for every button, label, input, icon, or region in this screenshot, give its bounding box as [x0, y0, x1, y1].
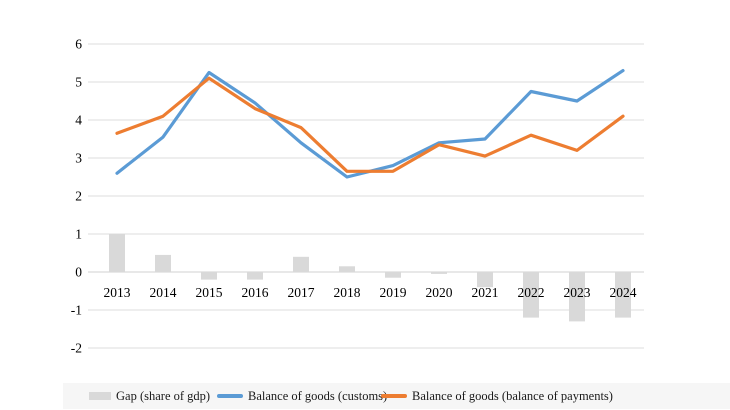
y-axis-tick-label: 5: [75, 75, 82, 90]
x-axis-year-label: 2023: [564, 285, 591, 300]
legend-item-customs: Balance of goods (customs): [217, 383, 387, 409]
legend-label-bop: Balance of goods (balance of payments): [412, 388, 613, 403]
gap-bar: [247, 272, 263, 280]
gap-bar: [431, 272, 447, 274]
y-axis-tick-label: -2: [71, 341, 82, 356]
legend-item-gap: Gap (share of gdp): [89, 383, 210, 409]
x-axis-year-label: 2018: [334, 285, 361, 300]
legend-label-customs: Balance of goods (customs): [248, 388, 388, 403]
gap-bar: [293, 256, 309, 272]
x-axis-year-label: 2014: [150, 285, 177, 300]
x-axis-year-label: 2016: [242, 285, 269, 300]
bop-series-swatch: [381, 394, 407, 398]
gap-bar: [523, 272, 539, 318]
y-axis-tick-label: 1: [75, 227, 82, 242]
gap-bar: [615, 272, 631, 318]
x-axis-year-label: 2013: [104, 285, 131, 300]
y-axis-tick-label: 0: [75, 265, 82, 280]
y-axis-tick-label: -1: [71, 303, 82, 318]
y-axis-tick-label: 3: [75, 151, 82, 166]
gap-bar: [477, 272, 493, 288]
x-axis-year-label: 2019: [380, 285, 407, 300]
customs-line: [115, 68, 625, 179]
y-axis-tick-label: 4: [75, 113, 82, 128]
y-axis-tick-label: 6: [75, 37, 82, 52]
x-axis-year-label: 2020: [426, 285, 453, 300]
x-axis-year-label: 2024: [610, 285, 637, 300]
gap-bar: [569, 272, 585, 322]
x-axis-year-label: 2015: [196, 285, 223, 300]
bop-line: [115, 76, 625, 173]
gap-series-swatch: [89, 392, 111, 400]
x-axis-year-label: 2017: [288, 285, 315, 300]
customs-series-swatch: [217, 394, 243, 398]
gap-bar: [109, 234, 125, 272]
gap-bar: [155, 254, 171, 272]
chart-legend: Gap (share of gdp) Balance of goods (cus…: [63, 383, 730, 409]
legend-label-gap: Gap (share of gdp): [116, 388, 211, 403]
legend-item-bop: Balance of goods (balance of payments): [381, 383, 613, 409]
gap-bar: [201, 272, 217, 280]
x-axis-year-label: 2022: [518, 285, 545, 300]
gap-bar: [385, 272, 401, 278]
y-axis-tick-label: 2: [75, 189, 82, 204]
gap-bar: [339, 266, 355, 272]
x-axis-year-label: 2021: [472, 285, 499, 300]
